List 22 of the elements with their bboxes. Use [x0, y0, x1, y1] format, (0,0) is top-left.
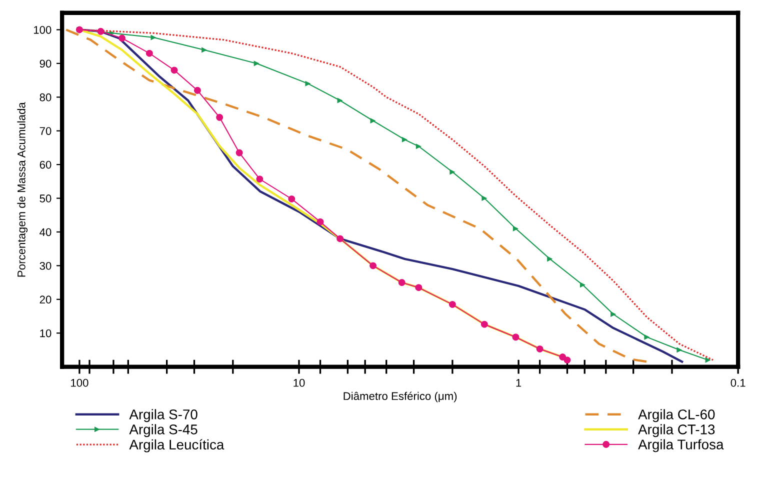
x-tick-label: 10: [294, 378, 305, 387]
y-tick-label: 80: [40, 93, 52, 102]
x-axis-title: Diâmetro Esférico (μm): [344, 392, 457, 402]
y-tick-label: 50: [40, 194, 52, 202]
y-tick-label: 40: [40, 228, 52, 236]
x-tick-label: 100: [71, 378, 88, 387]
legend-label: Argila S-45: [129, 424, 198, 438]
y-tick-label: 10: [40, 329, 52, 338]
y-tick-label: 70: [40, 127, 52, 135]
y-tick-label: 30: [40, 262, 52, 270]
legend-label: Argila Turfosa: [638, 439, 724, 452]
x-tick-label: 1: [516, 379, 522, 387]
y-tick-label: 60: [40, 160, 52, 169]
legend-label: Argila Leucítica: [129, 439, 224, 452]
y-tick-label: 90: [40, 60, 52, 68]
y-axis-title: Porcentagem de Massa Acumulada: [17, 102, 28, 277]
y-tick-label: 20: [40, 296, 52, 304]
legend-label: Argila CL-60: [638, 409, 715, 422]
y-tick-label: 100: [34, 26, 52, 34]
legend-label: Argila CT-13: [638, 424, 715, 438]
x-tick-label: 0.1: [730, 378, 746, 387]
legend-label: Argila S-70: [129, 409, 198, 422]
